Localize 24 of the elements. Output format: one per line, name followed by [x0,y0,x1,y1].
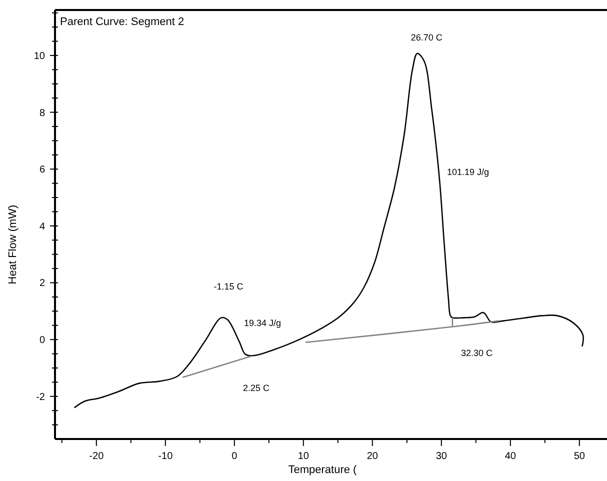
text: Parent Curve: Segment 2 [60,16,184,28]
x-tick-label: 0 [232,451,238,462]
y-tick-label: 10 [34,50,46,62]
annotation: 101.19 J/g [447,167,490,177]
x-tick-label: 40 [504,451,516,462]
annotation: 2.25 C [243,383,270,393]
y-tick-label: -2 [36,392,46,403]
annotation: -1.15 C [214,282,244,292]
y-axis-title: Heat Flow (mW) [7,204,19,284]
y-tick-label: 0 [39,335,46,346]
x-tick-label: -20 [89,451,104,462]
x-tick-label: 30 [436,451,448,462]
y-tick-label: 4 [39,221,46,232]
x-tick-label: -10 [158,451,174,462]
x-axis-title: Temperature ( [288,464,358,476]
annotation: 32.30 C [461,348,494,358]
x-tick-label: 50 [574,451,586,462]
x-tick-label: 20 [366,451,378,462]
annotation: 26.70 C [410,32,443,42]
y-tick-label: 2 [39,278,46,290]
y-tick-label: 6 [39,164,46,176]
annotation: 19.34 J/g [244,318,282,328]
y-tick-label: 8 [39,108,46,119]
x-tick-label: 10 [298,451,310,462]
